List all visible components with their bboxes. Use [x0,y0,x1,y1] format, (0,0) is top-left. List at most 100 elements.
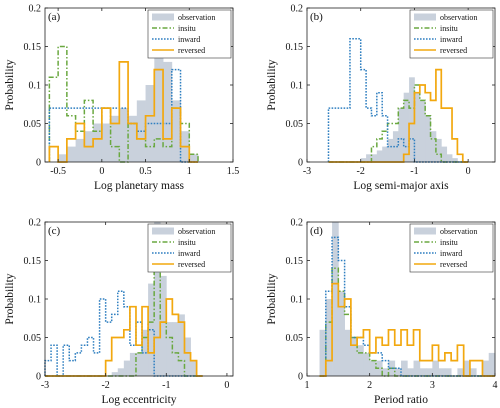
y-tick-label: 0.1 [291,295,304,306]
y-tick-label: 0.05 [286,333,304,344]
x-tick-label: 1 [187,166,192,177]
legend-label: insitu [178,24,196,33]
bar [163,61,173,162]
bar [413,360,421,376]
bar [419,100,426,162]
legend-label: reversed [440,46,467,55]
bar [332,222,339,376]
step-line [48,68,199,163]
bar [366,154,372,162]
bar [387,138,394,162]
legend-label: inward [440,35,462,44]
bar [119,108,129,162]
x-axis-label: Log semi-major axis [353,180,449,192]
panel-a: -0.5 0 0.5 1 1.5 0 0.05 0.1 0.15 0.2 Log planetary… [4,4,239,193]
bar [128,115,138,162]
bar [75,138,85,162]
bar [382,146,388,162]
y-tick-label: 0.1 [29,295,42,306]
bar [184,337,191,376]
x-axis-label: Period ratio [374,394,428,406]
bar [58,154,68,162]
bar [452,158,458,162]
legend-label: insitu [440,24,458,33]
bar [166,322,173,376]
x-tick-label: -2 [101,380,109,391]
bar [401,360,408,376]
bar [101,123,111,162]
bar [438,368,446,376]
x-tick-label: 2 [367,380,372,391]
bar [426,368,433,376]
bar [171,100,181,162]
y-axis-label: Probability [266,59,278,110]
bar [398,108,405,162]
legend: observation insitu inward reversed [409,223,494,273]
y-tick-label: 0.2 [291,218,304,229]
legend-label: reversed [440,260,467,269]
x-tick-label: 1.5 [227,166,240,177]
bar [148,283,155,376]
bar [482,360,490,376]
legend-swatch [152,227,174,235]
y-tick-label: 0.15 [24,256,42,267]
bar [344,329,352,376]
bar [135,352,143,376]
bar [93,123,103,162]
bar [409,77,415,162]
x-tick-label: 4 [493,380,498,391]
y-tick-label: 0.15 [286,42,304,53]
bar [178,314,185,376]
panel-d: 1 2 3 4 0 0.05 0.1 0.15 0.2 Period ratio Probabili… [266,218,498,407]
legend-label: inward [440,249,462,258]
legend-swatch [152,13,174,21]
bar [425,115,431,162]
bar [430,131,437,162]
series-reversed [48,61,199,163]
legend-label: reversed [178,260,205,269]
series-reversed [319,282,495,377]
y-tick-label: 0 [36,372,41,383]
y-axis-label: Probability [4,273,16,324]
panel-label: (c) [48,225,61,237]
bar [469,368,477,376]
panel-b: -3 -2 -1 0 0 0.05 0.1 0.15 0.2 Log semi-major axi… [266,4,496,192]
step-line [48,61,199,163]
y-tick-label: 0.2 [291,4,304,15]
bar [357,345,364,376]
y-tick-label: 0 [298,372,303,383]
bar [325,299,333,376]
bar [369,360,377,376]
bar [66,146,77,162]
bar [371,154,378,162]
bar [189,154,199,162]
bar [117,368,125,376]
bar [457,368,465,376]
legend-label: observation [440,13,477,22]
x-tick-label: 3 [430,380,435,391]
step-line [319,282,495,377]
bar [414,92,421,162]
bar [154,38,164,162]
bar [419,368,427,376]
bar [360,158,367,162]
bar [129,352,137,376]
bar [441,146,448,162]
x-tick-label: 1 [305,380,310,391]
y-tick-label: 0.05 [286,119,304,130]
legend-label: insitu [178,238,196,247]
x-tick-label: 0 [99,166,104,177]
bar [488,352,496,376]
y-tick-label: 0.2 [29,4,42,15]
y-tick-label: 0.1 [29,81,42,92]
x-tick-label: -2 [357,166,365,177]
legend-label: inward [178,35,200,44]
x-tick-label: 0 [224,380,229,391]
bar [394,368,402,376]
bar [403,92,410,162]
y-tick-label: 0.05 [24,119,42,130]
series-observation [360,77,458,162]
y-tick-label: 0.15 [286,256,304,267]
legend: observation insitu inward reversed [147,9,232,59]
